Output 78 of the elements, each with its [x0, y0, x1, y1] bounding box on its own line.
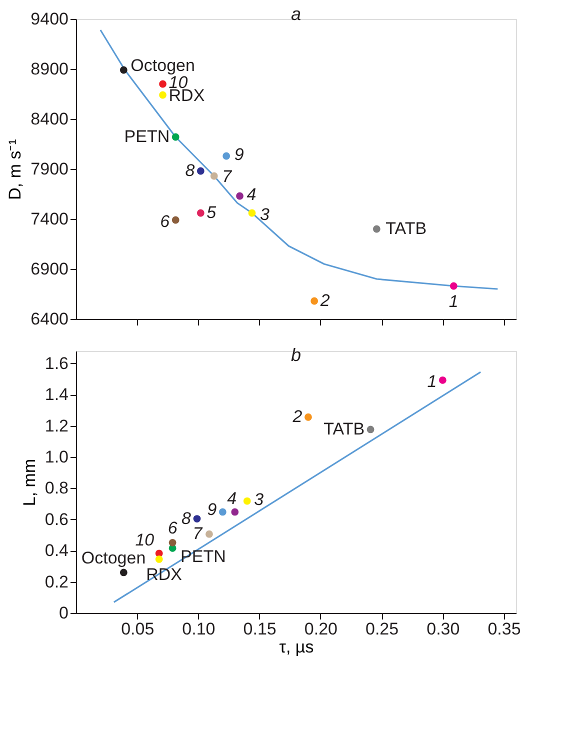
x-tick-label: 0.30	[426, 620, 460, 638]
series-label: 4	[246, 185, 256, 204]
series-label: 1	[448, 292, 458, 311]
y-tick-label: 0	[59, 604, 68, 622]
x-tick-label: 0.25	[366, 620, 399, 638]
point	[196, 209, 204, 217]
x-tick-label: 0.15	[243, 620, 276, 638]
series-label: Octogen	[81, 548, 146, 568]
series-label: 10	[135, 530, 155, 550]
point	[193, 515, 201, 523]
y-axis-title: D, m s⁻¹	[6, 138, 25, 200]
point	[120, 568, 128, 576]
series-label: 9	[207, 500, 218, 519]
point	[155, 555, 163, 563]
y-tick-label: 0.6	[44, 510, 68, 529]
series-label: 8	[182, 508, 192, 528]
point	[196, 167, 204, 175]
x-tick-label: 0.10	[182, 620, 216, 638]
y-tick-label: 0.2	[44, 572, 68, 592]
y-tick-label: 9400	[30, 10, 68, 28]
y-tick-label: 1.2	[44, 416, 68, 436]
point	[366, 426, 374, 434]
point	[222, 152, 230, 160]
chart-title: b	[290, 345, 302, 365]
series-label: TATB	[386, 219, 427, 238]
chart-title: a	[290, 4, 302, 24]
y-tick-label: 6400	[30, 310, 68, 328]
series-label: 4	[227, 488, 237, 508]
point	[372, 225, 380, 233]
point	[159, 80, 166, 88]
series-label: 6	[160, 212, 170, 231]
point	[450, 282, 458, 290]
point	[304, 413, 312, 421]
x-tick-label: 0.35	[488, 620, 521, 638]
x-axis-title: τ, µs	[279, 638, 314, 656]
series-label: 6	[168, 518, 178, 538]
line-series	[100, 29, 498, 290]
point	[120, 66, 128, 74]
series-label: 7	[222, 167, 232, 186]
series-label: 3	[260, 205, 270, 224]
point	[248, 209, 256, 217]
series-label: 8	[185, 161, 196, 180]
y-tick-label: 8900	[30, 60, 68, 78]
y-tick-label: 6900	[30, 260, 68, 278]
series-label: 2	[292, 407, 303, 426]
series-label: 7	[192, 524, 203, 544]
y-tick-label: 0.4	[44, 541, 68, 560]
y-tick-label: 1.4	[44, 385, 68, 404]
point	[210, 172, 218, 180]
point	[168, 538, 176, 546]
point	[206, 530, 213, 538]
series-label: TATB	[324, 419, 365, 438]
series-label: Octogen	[130, 56, 195, 75]
point	[310, 297, 318, 305]
x-tick-label: 0.05	[121, 620, 154, 638]
point	[159, 91, 166, 99]
y-axis-title: L, mm	[20, 458, 39, 506]
y-tick-label: 1.0	[44, 448, 68, 467]
series-label: 5	[206, 203, 217, 222]
series-label: 3	[254, 490, 264, 510]
series-label: PETN	[124, 127, 170, 146]
y-tick-label: 1.6	[44, 354, 68, 373]
point	[172, 133, 180, 141]
series-label: 1	[427, 372, 437, 392]
series-label: 9	[234, 145, 244, 164]
point	[218, 508, 226, 516]
series-label: PETN	[180, 547, 226, 566]
y-tick-label: 0.8	[44, 478, 68, 498]
x-tick-label: 0.20	[304, 620, 338, 638]
series-label: 2	[319, 291, 330, 310]
y-tick-label: 7400	[30, 210, 68, 228]
y-tick-label: 8400	[30, 110, 68, 128]
point	[172, 216, 180, 224]
point	[231, 508, 239, 516]
y-tick-label: 7900	[30, 160, 68, 178]
point	[243, 497, 251, 505]
point	[236, 192, 244, 200]
point	[438, 376, 446, 384]
